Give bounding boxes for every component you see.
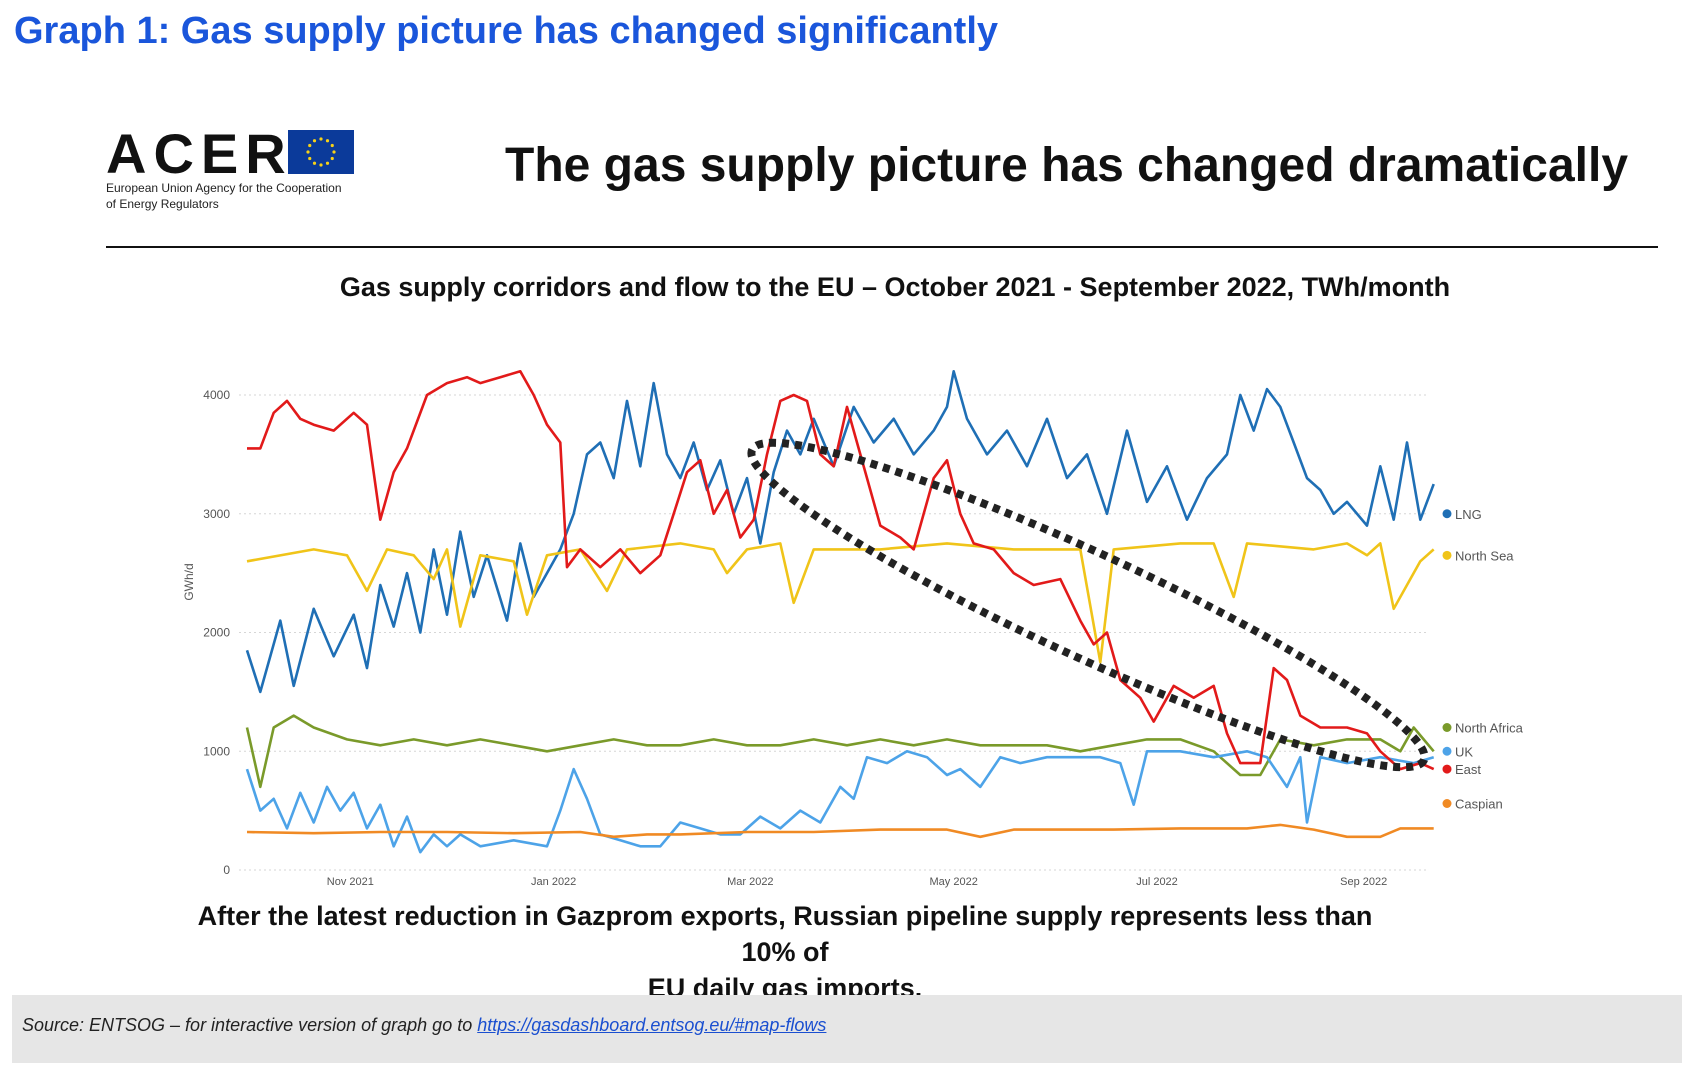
- legend-label: UK: [1455, 744, 1473, 759]
- title-divider: [106, 246, 1658, 248]
- y-axis-ticks: 0 1000 2000 3000 4000: [203, 388, 230, 877]
- source-link[interactable]: https://gasdashboard.entsog.eu/#map-flow…: [477, 1015, 827, 1035]
- series-line-lng: [245, 370, 1435, 694]
- y-axis-label: GWh/d: [182, 563, 196, 600]
- logo-tagline: European Union Agency for the Cooperatio…: [106, 180, 366, 212]
- chart-title: Gas supply corridors and flow to the EU …: [339, 272, 1451, 302]
- legend-marker-north-africa: [1442, 723, 1452, 732]
- x-tick-label: Mar 2022: [727, 876, 773, 888]
- x-tick-label: Jul 2022: [1136, 876, 1178, 888]
- source-bar: Source: ENTSOG – for interactive version…: [12, 995, 1682, 1063]
- y-tick-label: 0: [223, 863, 230, 877]
- source-text: Source: ENTSOG – for interactive version…: [22, 1015, 826, 1036]
- legend-label: LNG: [1455, 507, 1482, 522]
- y-tick-label: 4000: [203, 388, 230, 402]
- x-tick-label: May 2022: [930, 876, 978, 888]
- x-tick-label: Nov 2021: [327, 876, 374, 888]
- x-tick-label: Sep 2022: [1340, 876, 1387, 888]
- legend-marker-lng: [1442, 509, 1452, 519]
- source-prefix: Source: ENTSOG – for interactive version…: [22, 1015, 478, 1035]
- footnote-line1: After the latest reduction in Gazprom ex…: [197, 901, 1373, 967]
- logo-tagline-line1: European Union Agency for the Cooperatio…: [106, 181, 342, 195]
- x-axis-ticks: Nov 2021 Jan 2022 Mar 2022 May 2022 Jul 2022…: [327, 876, 1387, 888]
- acer-logo: ACER European Union Agency for the Coope…: [106, 122, 356, 216]
- legend-marker-caspian: [1442, 799, 1452, 808]
- legend-marker-east: [1442, 764, 1452, 774]
- chart-footnote: After the latest reduction in Gazprom ex…: [180, 898, 1390, 1006]
- chart-gridlines: [239, 394, 1427, 871]
- logo-tagline-line2: of Energy Regulators: [106, 197, 219, 211]
- y-tick-label: 2000: [203, 626, 230, 640]
- chart-legend: LNG North Sea North Africa UK East Caspian: [1442, 507, 1524, 812]
- graph-heading: Graph 1: Gas supply picture has changed …: [14, 10, 999, 52]
- decline-highlight-ellipse: [747, 438, 1429, 772]
- legend-label: East: [1455, 762, 1481, 777]
- series-line-north-sea: [246, 542, 1435, 664]
- y-tick-label: 1000: [203, 744, 230, 758]
- y-tick-label: 3000: [203, 507, 230, 521]
- legend-marker-north-sea: [1442, 550, 1452, 560]
- gas-flow-chart: 0 1000 2000 3000 4000 Nov 2021 Jan 2022 Mar 20…: [182, 370, 1524, 888]
- series-line-uk: [245, 750, 1435, 854]
- slide-title: The gas supply picture has changed drama…: [505, 139, 1629, 192]
- series-line-north-africa: [245, 714, 1435, 789]
- logo-wordmark: ACER: [106, 122, 293, 185]
- series-line-caspian: [246, 823, 1434, 839]
- legend-label: North Sea: [1455, 548, 1514, 563]
- x-tick-label: Jan 2022: [531, 876, 576, 888]
- eu-flag-icon: [288, 130, 354, 174]
- legend-label: North Africa: [1455, 721, 1524, 736]
- legend-marker-uk: [1442, 746, 1452, 756]
- series-lines: [245, 370, 1435, 854]
- legend-label: Caspian: [1455, 797, 1503, 812]
